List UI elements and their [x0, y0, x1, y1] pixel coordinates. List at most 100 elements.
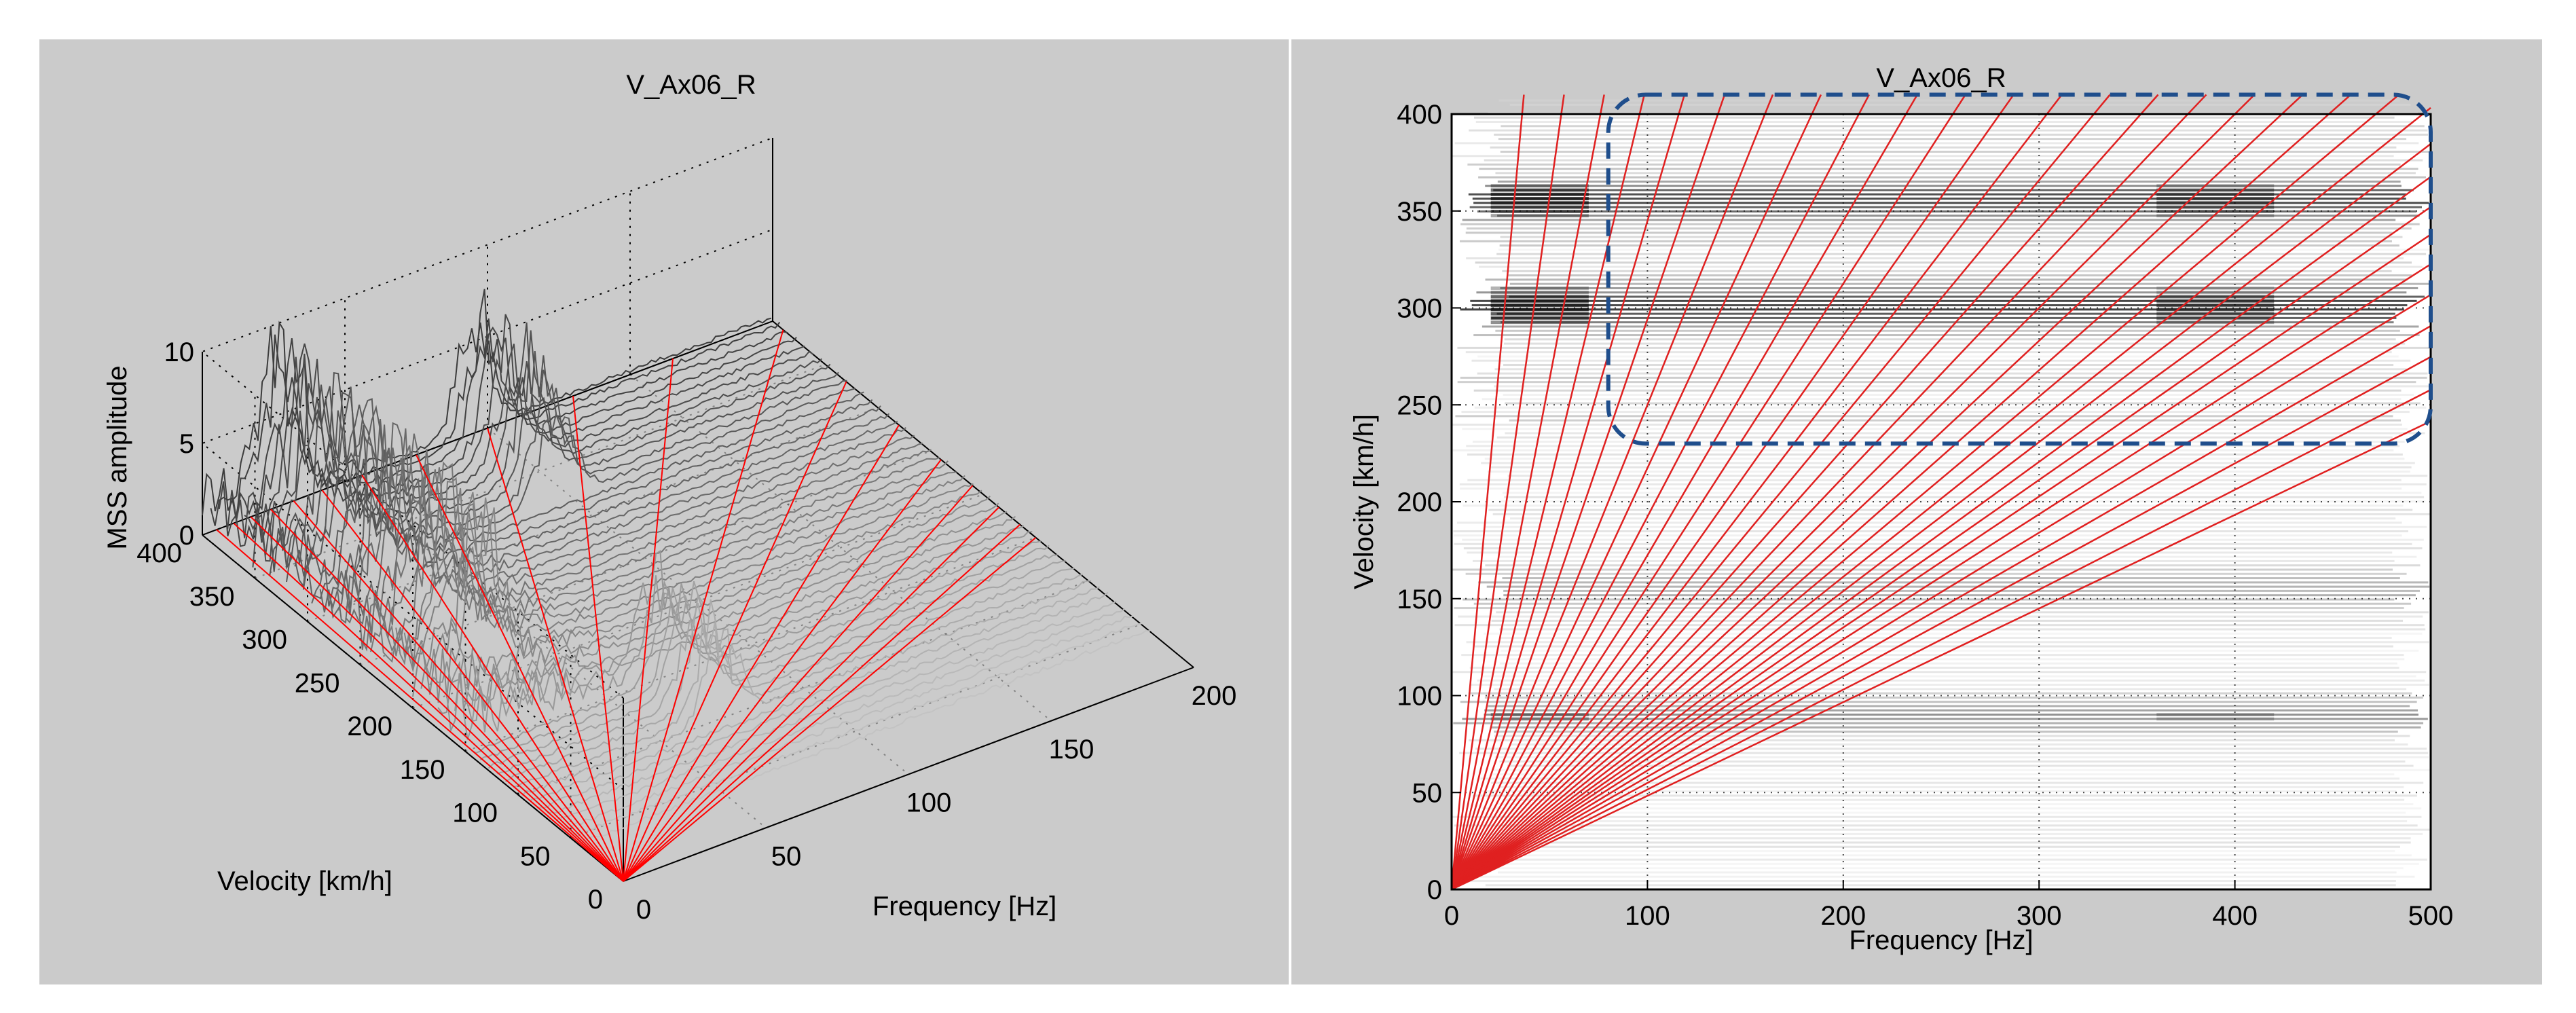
heat-streak — [1498, 138, 2407, 141]
heat-streak — [1497, 803, 2414, 805]
heat-streak — [1453, 534, 2402, 537]
heat-streak — [1459, 752, 2429, 754]
order-line — [1450, 94, 1774, 890]
heat-streak — [1494, 368, 2407, 371]
z-tick-label-3d: 10 — [164, 337, 195, 367]
heat-streak — [1472, 441, 2405, 443]
heat-streak — [1485, 185, 2402, 187]
heat-patch — [1490, 713, 1589, 717]
heat-streak — [1466, 257, 2404, 259]
heat-streak — [1484, 714, 2419, 716]
x-tick-label-2d: 400 — [2212, 901, 2258, 931]
heat-streak — [1456, 521, 2402, 524]
heat-streak — [1465, 572, 2407, 575]
heat-streak — [1485, 526, 2427, 528]
heat-streak — [1452, 568, 2393, 571]
heat-patch — [2156, 717, 2275, 721]
heat-streak — [1472, 559, 2395, 562]
heat-streak — [1485, 278, 2408, 281]
heat-patch — [2156, 205, 2275, 209]
heatmap-chart: 0 100 200 300 400 500 0 50 100 150 200 250 300 350 400… — [1349, 63, 2453, 955]
order-line — [487, 428, 624, 882]
heat-patch — [1490, 209, 1589, 213]
left-panel-3d-plot: 0 50 100 150 200 0 50 100 150 200 250 300 350 400 0 5 10… — [39, 39, 1289, 984]
y-tick-label-3d: 300 — [242, 625, 287, 655]
heat-streak — [1469, 129, 2428, 132]
order-line — [623, 506, 999, 882]
heat-streak — [1476, 291, 2407, 294]
heat-streak — [1485, 837, 2411, 840]
heat-streak — [1494, 688, 2407, 690]
heat-streak — [1490, 466, 2412, 468]
heat-streak — [1452, 671, 2427, 674]
order-line — [1451, 389, 2431, 891]
heat-streak — [1471, 304, 2408, 307]
heat-streak — [1494, 133, 2429, 136]
heat-streak — [1503, 594, 2416, 597]
heat-streak — [1491, 316, 2397, 319]
order-line — [1451, 420, 2431, 891]
heat-streak — [1482, 325, 2419, 328]
surface-profile — [479, 545, 1050, 760]
heat-streak — [1462, 538, 2424, 541]
surface-profile — [328, 420, 898, 615]
heat-patch — [2156, 320, 2275, 325]
z-tick-label-3d: 5 — [179, 429, 194, 459]
heat-streak — [1490, 146, 2397, 149]
heat-streak — [1497, 215, 2420, 217]
order-line — [623, 523, 1020, 882]
heat-streak — [1485, 564, 2421, 567]
heat-streak — [1454, 542, 2412, 545]
grid-line-floor-f — [487, 427, 909, 775]
heat-streak — [1463, 547, 2423, 550]
heat-streak — [1467, 551, 2393, 554]
heat-streak — [1500, 287, 2418, 289]
x-tick-label-3d: 0 — [636, 895, 651, 925]
heat-streak — [1501, 125, 2425, 128]
heat-streak — [1456, 850, 2395, 853]
heat-patch — [1490, 316, 1589, 320]
order-line — [623, 536, 1037, 882]
heat-streak — [1475, 120, 2414, 123]
surface-profile — [513, 573, 1084, 788]
order-line — [1451, 325, 2431, 891]
heat-patch — [2156, 214, 2275, 218]
heat-streak — [1507, 765, 2414, 767]
heat-streak — [1500, 150, 2429, 153]
surface-profile — [572, 623, 1142, 835]
surface-3d-chart: 0501001502000501001502002503003504000510… — [103, 70, 1236, 925]
heat-patch — [2156, 286, 2275, 290]
y-tick-label-2d: 100 — [1397, 682, 1442, 712]
heat-streak — [1474, 116, 2395, 119]
chart-title-3d: V_Ax06_R — [626, 70, 756, 100]
surface-profile — [496, 560, 1067, 775]
heat-patch — [1490, 184, 1589, 188]
x-tick-label-2d: 200 — [1820, 901, 1866, 931]
order-line — [321, 490, 624, 882]
highlight-region — [1606, 92, 2433, 446]
heat-streak — [1460, 376, 2427, 379]
y-tick-label-3d: 0 — [588, 885, 603, 915]
heat-streak — [1466, 227, 2412, 230]
y-tick-label-2d: 200 — [1397, 487, 1442, 517]
y-tick-label-2d: 0 — [1427, 875, 1442, 905]
heat-streak — [1472, 794, 2417, 797]
heat-streak — [1457, 381, 2416, 384]
order-line — [1451, 94, 2256, 890]
heat-patch — [2156, 303, 2275, 308]
order-line — [1450, 94, 1525, 890]
heat-patch — [2156, 184, 2275, 188]
order-line — [1451, 94, 2352, 890]
y-axis-label-2d: Velocity [km/h] — [1349, 414, 1379, 589]
x-tick-label-3d: 100 — [906, 788, 952, 818]
heat-streak — [1467, 163, 2401, 166]
heat-streak — [1473, 389, 2402, 392]
heat-streak — [1453, 722, 2424, 724]
heat-streak — [1495, 867, 2404, 870]
order-line — [233, 522, 624, 882]
surface-profile — [530, 586, 1100, 801]
heat-streak — [1458, 615, 2423, 618]
heat-patch — [2156, 188, 2275, 192]
x-tick-label-2d: 300 — [2017, 901, 2062, 931]
heat-streak — [1477, 210, 2417, 213]
